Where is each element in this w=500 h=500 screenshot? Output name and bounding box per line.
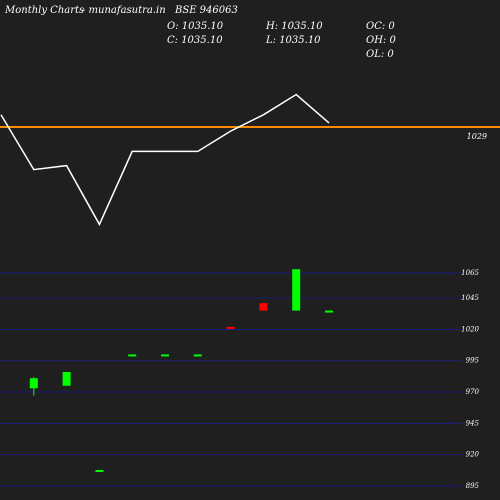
y-tick-label: 995 — [466, 357, 480, 365]
volume-mark — [95, 469, 104, 472]
ol-value: OL: 0 — [366, 49, 394, 60]
y-tick-label: 920 — [466, 451, 480, 459]
low-value: L: 1035.10 — [266, 35, 321, 46]
candle-body — [29, 378, 38, 389]
close-value: C: 1035.10 — [167, 35, 223, 46]
y-tick-label: 945 — [466, 419, 480, 427]
y-tick-label: 1065 — [461, 269, 479, 277]
price-line — [0, 93, 330, 227]
chart-title: Monthly Charts — [5, 5, 85, 16]
candle-body — [128, 354, 137, 357]
candle-body — [193, 354, 202, 357]
candle-body — [325, 310, 333, 313]
open-value: O: 1035.10 — [167, 21, 224, 32]
chart-source: - munafasutra.in — [82, 5, 166, 16]
high-value: H: 1035.10 — [266, 21, 323, 32]
candle-body — [161, 354, 169, 357]
candle-body — [292, 269, 301, 311]
reference-label: 1029 — [467, 132, 487, 141]
candle-body — [62, 371, 71, 386]
candle-body — [259, 303, 268, 311]
y-tick-label: 1020 — [461, 325, 479, 333]
y-tick-label: 895 — [466, 482, 480, 490]
candle-body — [226, 326, 235, 329]
oh-value: OH: 0 — [366, 35, 396, 46]
y-tick-label: 970 — [466, 388, 480, 396]
oc-value: OC: 0 — [366, 21, 395, 32]
chart-symbol: BSE 946063 — [175, 5, 238, 16]
y-tick-label: 1045 — [461, 294, 479, 302]
